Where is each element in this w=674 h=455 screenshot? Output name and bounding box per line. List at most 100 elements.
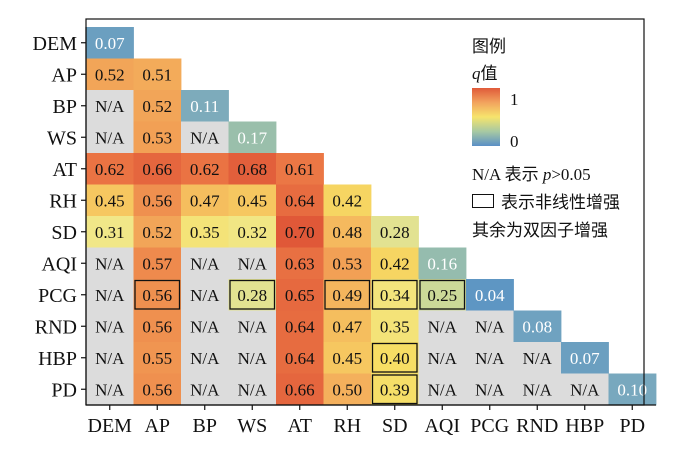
- heatmap-cell: [513, 373, 562, 406]
- cell-value-label: 0.25: [427, 286, 457, 305]
- heatmap-cell: [181, 153, 229, 185]
- x-tick-label: AP: [144, 415, 170, 437]
- cell-value-label: 0.55: [142, 349, 172, 368]
- cell-value-label: 0.10: [617, 380, 647, 399]
- legend-title: 图例: [472, 37, 506, 56]
- x-tick-label: WS: [237, 415, 267, 437]
- cell-value-label: N/A: [95, 286, 125, 305]
- x-tick-label: PCG: [470, 415, 509, 437]
- nonlinear-enhance-box: [371, 342, 418, 373]
- heatmap-cell: [276, 184, 324, 217]
- cell-value-label: 0.16: [427, 254, 457, 273]
- x-tick-label: RND: [516, 415, 558, 437]
- colorbar: [472, 88, 500, 146]
- y-tick-label: WS: [47, 127, 77, 149]
- cell-value-label: 0.07: [95, 34, 125, 53]
- heatmap-cell: [418, 247, 467, 280]
- cell-value-label: 0.39: [380, 380, 410, 399]
- heatmap-cell: [133, 153, 182, 185]
- cell-value-label: N/A: [95, 97, 125, 116]
- cell-value-label: 0.63: [285, 254, 315, 273]
- heatmap-cell: [513, 310, 562, 343]
- cell-value-label: 0.64: [285, 191, 315, 210]
- cell-value-label: 0.65: [285, 286, 315, 305]
- nonlinear-enhance-box: [324, 279, 371, 310]
- bifactor-note: 其余为双因子增强: [472, 221, 608, 240]
- legend-subtitle: q值: [472, 59, 498, 84]
- heatmap-cell: [181, 373, 229, 406]
- cell-value-label: N/A: [238, 317, 268, 336]
- heatmap-cell: [133, 279, 182, 311]
- heatmap-cell: [133, 184, 182, 217]
- cell-value-label: 0.64: [285, 317, 315, 336]
- cell-value-label: 0.32: [237, 223, 267, 242]
- heatmap-cell: [276, 310, 324, 343]
- heatmap-cell: [181, 310, 229, 343]
- cell-value-label: 0.56: [142, 380, 172, 399]
- cell-value-label: 0.56: [142, 286, 172, 305]
- cell-value-label: N/A: [523, 380, 553, 399]
- cell-value-label: N/A: [570, 380, 600, 399]
- heatmap-cell: [133, 247, 182, 280]
- cell-value-label: 0.47: [190, 191, 220, 210]
- heatmap-cell: [371, 216, 419, 248]
- heatmap-cell: [86, 373, 134, 406]
- cell-value-label: 0.48: [332, 223, 362, 242]
- heatmap-cell: [513, 342, 562, 374]
- heatmap-cell: [228, 121, 277, 154]
- cell-value-label: N/A: [428, 349, 458, 368]
- cell-value-label: 0.52: [142, 223, 172, 242]
- y-tick-label: RND: [35, 316, 77, 338]
- x-tick-label: PD: [619, 415, 645, 437]
- cell-value-label: N/A: [190, 128, 220, 147]
- cell-value-label: 0.04: [475, 286, 505, 305]
- x-tick-label: HBP: [565, 415, 604, 437]
- cell-value-label: 0.52: [95, 65, 125, 84]
- cell-value-label: 0.45: [95, 191, 125, 210]
- cell-value-label: 0.35: [190, 223, 220, 242]
- legend-q-symbol: q: [472, 64, 481, 83]
- cell-value-label: N/A: [190, 349, 220, 368]
- cell-value-label: 0.11: [190, 97, 219, 116]
- heatmap-cell: [228, 373, 277, 406]
- x-tick-label: SD: [382, 415, 408, 437]
- cell-value-label: N/A: [428, 317, 458, 336]
- cell-value-label: 0.56: [142, 191, 172, 210]
- heatmap-cell: [561, 373, 609, 406]
- na-note-suffix: >0.05: [551, 165, 591, 184]
- heatmap-cell: [86, 58, 134, 91]
- cell-value-label: 0.70: [285, 223, 315, 242]
- heatmap-cell: [133, 310, 182, 343]
- cell-value-label: 0.64: [285, 349, 315, 368]
- nonlinear-box-swatch: [472, 193, 494, 208]
- heatmap-cell: [86, 216, 134, 248]
- cell-value-label: 0.42: [380, 254, 410, 273]
- heatmap-cell: [371, 342, 419, 374]
- cell-value-label: N/A: [95, 128, 125, 147]
- cell-value-label: 0.28: [237, 286, 267, 305]
- heatmap-cell: [228, 279, 277, 311]
- cell-value-label: 0.53: [142, 128, 172, 147]
- cell-value-label: 0.62: [190, 160, 220, 179]
- heatmap-cell: [276, 342, 324, 374]
- heatmap-cell: [466, 342, 514, 374]
- cell-value-label: N/A: [475, 380, 505, 399]
- y-tick-label: AQI: [41, 253, 77, 275]
- heatmap-cell: [86, 279, 134, 311]
- cell-value-label: 0.66: [285, 380, 315, 399]
- cell-value-label: N/A: [238, 380, 268, 399]
- cell-value-label: 0.17: [237, 128, 267, 147]
- y-tick-label: AP: [51, 64, 77, 86]
- cell-value-label: N/A: [238, 349, 268, 368]
- cell-value-label: 0.62: [95, 160, 125, 179]
- heatmap-cell: [371, 247, 419, 280]
- y-tick-label: BP: [53, 96, 77, 118]
- cell-value-label: N/A: [428, 380, 458, 399]
- cell-value-label: 0.31: [95, 223, 125, 242]
- cell-value-label: 0.08: [522, 317, 552, 336]
- nonlinear-enhance-box: [371, 279, 418, 310]
- heatmap-cell: [228, 153, 277, 185]
- cell-value-label: 0.45: [332, 349, 362, 368]
- heatmap-cell: [323, 247, 372, 280]
- heatmap-cell: [86, 247, 134, 280]
